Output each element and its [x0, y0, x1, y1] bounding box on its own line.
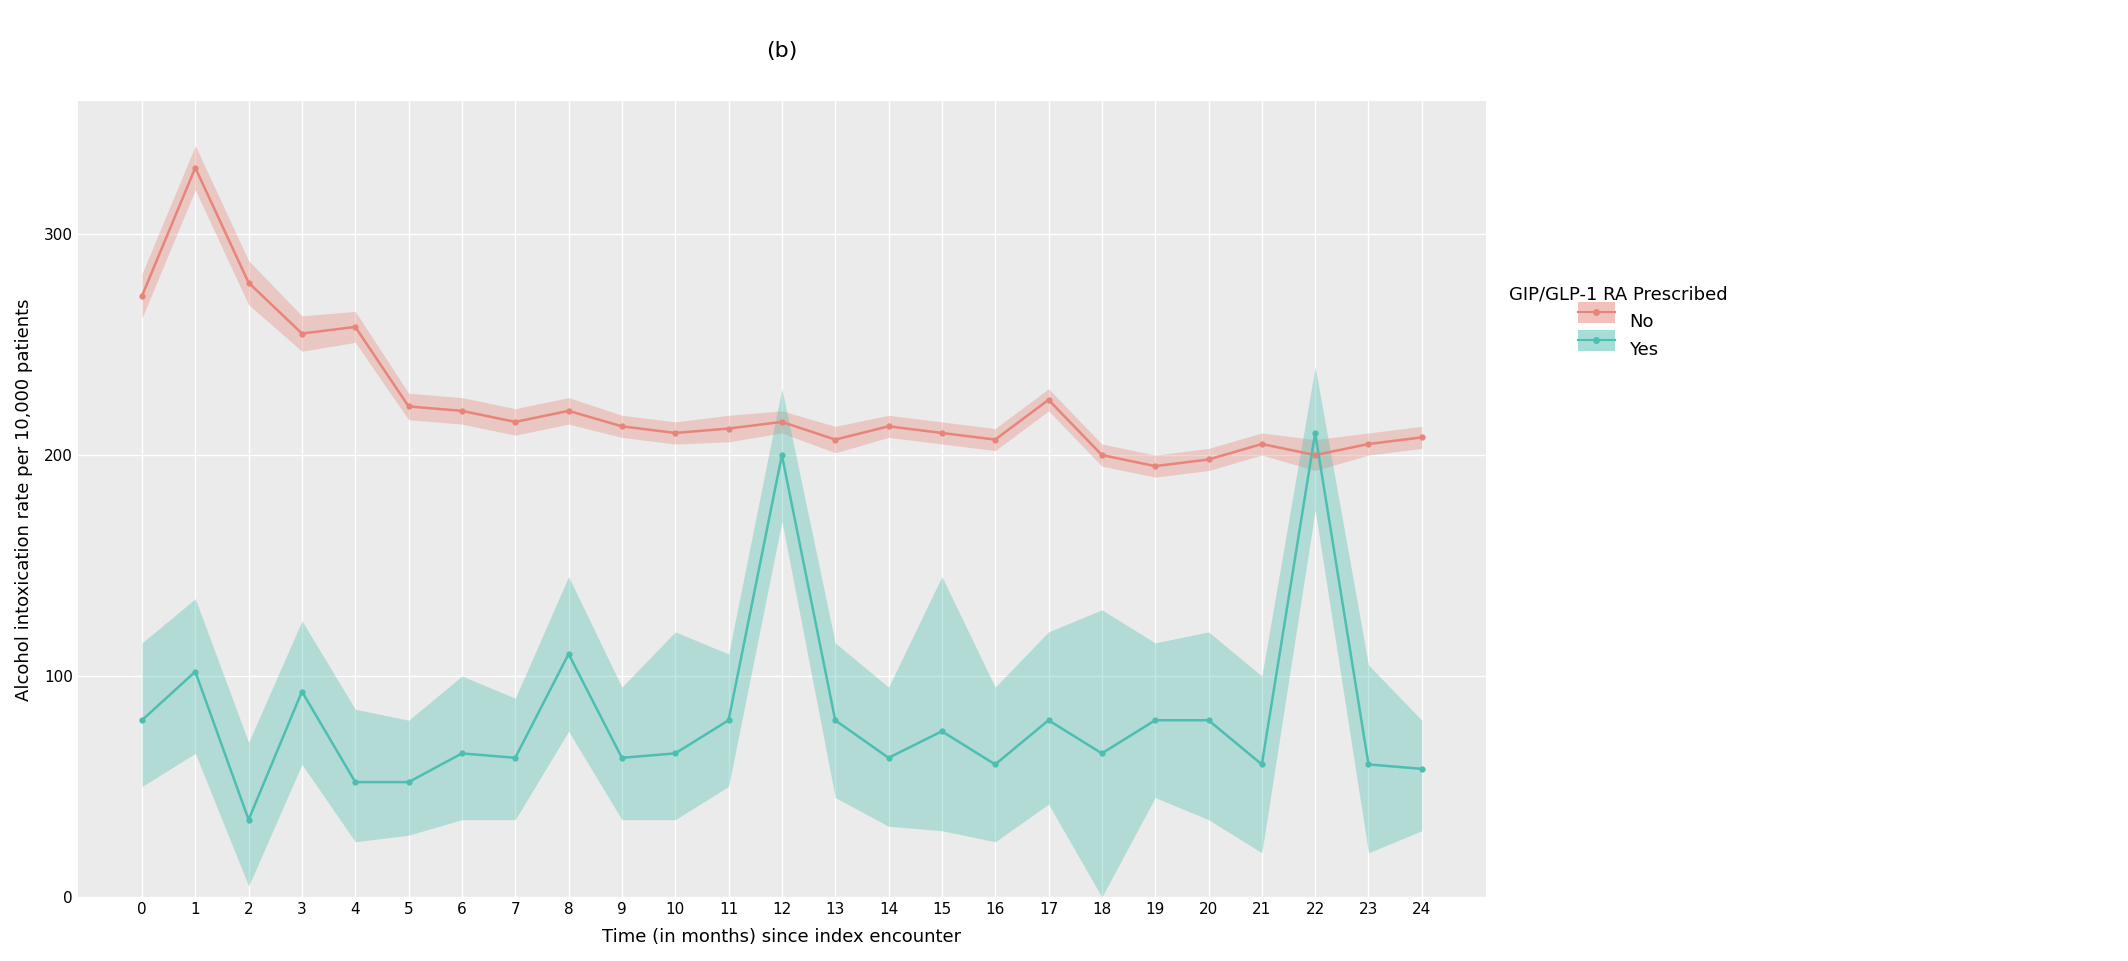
X-axis label: Time (in months) since index encounter: Time (in months) since index encounter: [602, 928, 962, 946]
Text: (b): (b): [766, 40, 798, 61]
Y-axis label: Alcohol intoxication rate per 10,000 patients: Alcohol intoxication rate per 10,000 pat…: [15, 298, 34, 701]
Legend: No, Yes: No, Yes: [1509, 285, 1728, 359]
